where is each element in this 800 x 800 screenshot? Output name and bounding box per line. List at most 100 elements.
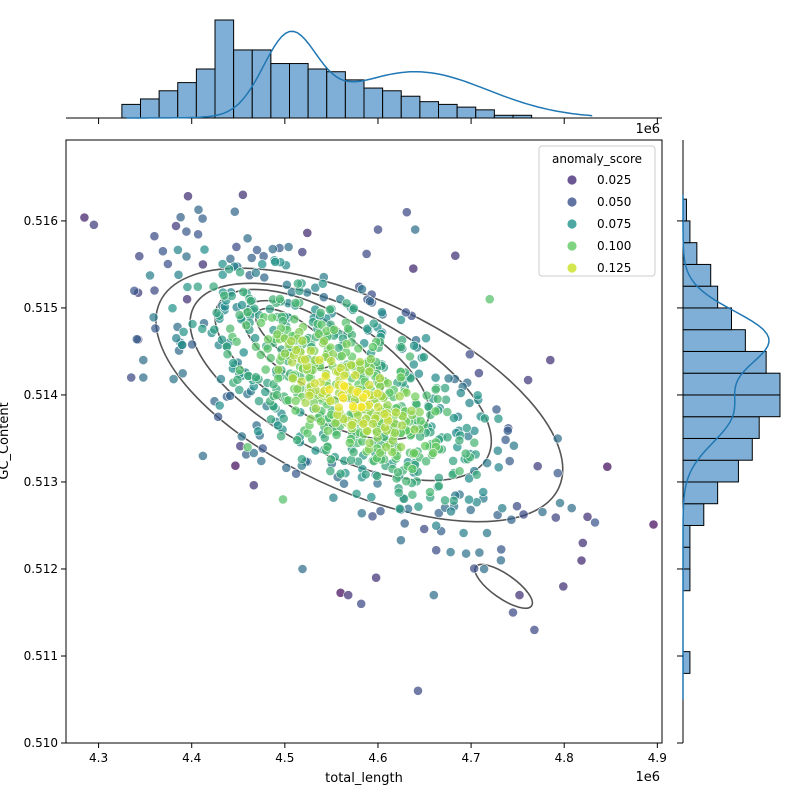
top-hist-bar (475, 109, 495, 119)
scatter-point (234, 384, 245, 395)
scatter-point (331, 429, 342, 440)
scatter-point (376, 307, 387, 318)
scatter-point (474, 547, 485, 558)
scatter-point (442, 432, 453, 443)
scatter-point (197, 259, 208, 270)
scatter-point (315, 307, 326, 318)
right-hist-bar (682, 568, 691, 592)
legend-label: 0.100 (597, 239, 631, 253)
scatter-point (292, 435, 302, 445)
scatter-point (348, 401, 358, 412)
scatter-point (150, 323, 161, 334)
scatter-point (602, 461, 613, 472)
scatter-point (162, 259, 173, 269)
scatter-point (492, 510, 503, 520)
scatter-point (425, 487, 435, 497)
scatter-point (241, 320, 252, 331)
scatter-point (399, 518, 410, 529)
right-hist-bar (682, 546, 691, 570)
scatter-point (446, 506, 456, 517)
scatter-point (431, 545, 442, 556)
x-tick-label: 4.9 (648, 751, 667, 765)
scatter-point (230, 460, 241, 471)
scatter-point (393, 467, 403, 478)
scatter-point (394, 391, 405, 402)
top-hist-bar (307, 68, 328, 119)
scatter-point (292, 383, 303, 394)
scatter-point (325, 395, 336, 406)
legend-marker (567, 263, 577, 273)
x-axis-label: total_length (325, 771, 403, 786)
scatter-point (138, 372, 149, 383)
top-hist-bar (400, 95, 421, 119)
scatter-point (409, 424, 420, 435)
scatter-point (291, 345, 302, 355)
scatter-point (208, 281, 219, 292)
scatter-point (217, 269, 228, 280)
scatter-point (267, 312, 277, 323)
scatter-point (529, 625, 540, 635)
scatter-point (364, 366, 375, 377)
scatter-point (211, 307, 222, 318)
scatter-point (178, 326, 189, 337)
scatter-point (250, 267, 261, 278)
scatter-point (373, 224, 383, 235)
scatter-point (552, 433, 563, 444)
scatter-point (267, 244, 278, 254)
scatter-point (297, 335, 308, 346)
x-tick-label: 4.6 (368, 751, 387, 765)
scatter-point (372, 388, 383, 399)
scatter-point (532, 461, 543, 472)
scatter-point (290, 297, 301, 308)
scatter-point (300, 354, 310, 365)
scatter-point (389, 427, 400, 438)
scatter-point (283, 242, 294, 252)
scatter-point (215, 374, 226, 384)
scatter-point (430, 372, 441, 383)
scatter-point (183, 191, 193, 202)
scatter-point (401, 476, 412, 487)
scatter-point (590, 517, 600, 528)
scatter-point (381, 442, 391, 452)
top-hist-bar (419, 101, 439, 119)
scatter-point (324, 384, 335, 395)
scatter-point (238, 286, 249, 297)
right-hist-bar (682, 524, 691, 548)
scatter-point (148, 312, 159, 323)
scatter-point (256, 456, 267, 466)
legend-label: 0.075 (597, 217, 631, 231)
scatter-point (329, 324, 339, 335)
scatter-point (322, 441, 333, 452)
scatter-point (197, 213, 208, 224)
legend-marker (567, 219, 577, 229)
scatter-point (362, 323, 373, 334)
scatter-point (168, 374, 179, 384)
scatter-point (228, 358, 239, 368)
scatter-point (395, 535, 406, 546)
scatter-point (379, 409, 390, 419)
scatter-point (339, 381, 350, 392)
scatter-point (413, 368, 424, 379)
scatter-point (138, 355, 149, 365)
scatter-point (577, 538, 588, 548)
scatter-point (500, 434, 511, 445)
scatter-point (358, 418, 369, 429)
scatter-point (317, 278, 328, 289)
scatter-point (395, 372, 406, 383)
scatter-point (448, 413, 459, 423)
scatter-point (552, 468, 563, 478)
scatter-point (364, 437, 375, 448)
scatter-point (290, 395, 301, 406)
scatter-point (326, 454, 336, 465)
scatter-point (145, 270, 155, 281)
scatter-point (297, 564, 308, 574)
scatter-point (393, 487, 404, 498)
scatter-point (175, 212, 186, 223)
top-kde-line (126, 30, 593, 119)
scatter-point (440, 495, 450, 506)
scatter-point (258, 251, 269, 262)
scatter-point (265, 353, 276, 363)
y-tick-label: 0.512 (24, 562, 58, 576)
scatter-point (356, 508, 367, 519)
scatter-point (418, 352, 429, 362)
